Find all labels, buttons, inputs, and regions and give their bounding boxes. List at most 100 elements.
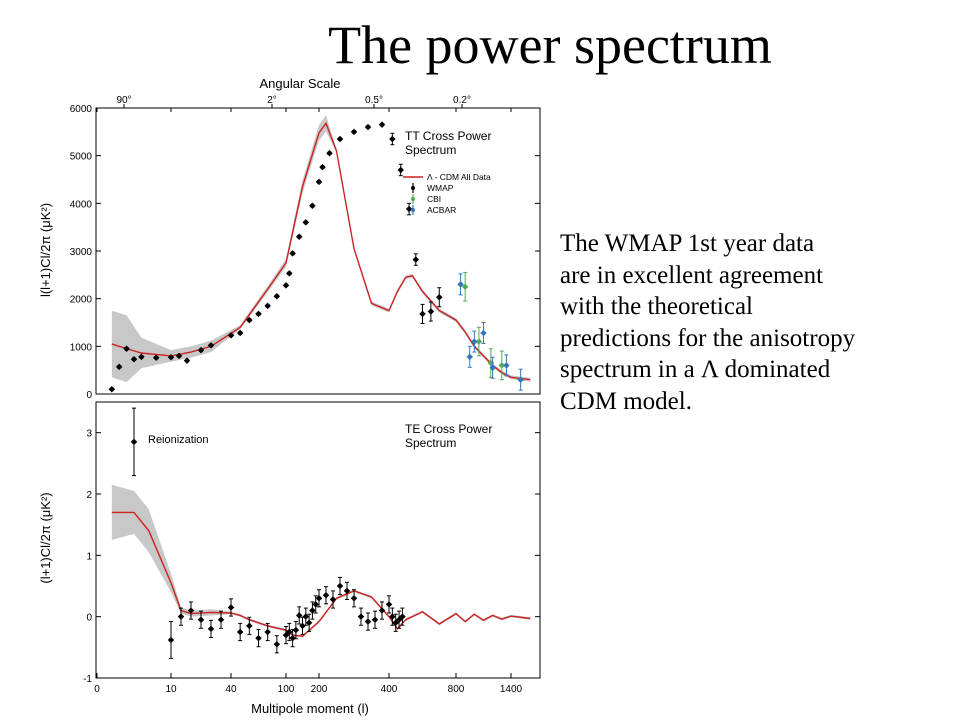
tt-y-axis-label: l(l+1)Cl/2π (μK²) — [38, 203, 53, 297]
x-tick-label: 0 — [94, 684, 100, 695]
top-axis-label: Angular Scale — [260, 76, 341, 91]
wmap-tt-point — [152, 354, 160, 362]
wmap-te-point — [177, 613, 185, 620]
wmap-te-point — [207, 625, 215, 633]
legend-entry-cbi: CBI — [427, 194, 441, 204]
tt-y-tick-label: 6000 — [70, 104, 93, 115]
wmap-tt-point — [326, 150, 333, 157]
tt-y-tick-label: 0 — [86, 390, 92, 401]
wmap-te-point — [236, 628, 244, 636]
wmap-tt-point — [236, 329, 244, 337]
tt-title: TT Cross Power Spectrum — [405, 129, 491, 157]
wmap-tt-point — [289, 250, 296, 257]
slide-title: The power spectrum — [328, 15, 772, 75]
te-model-curve — [111, 511, 531, 638]
wmap-tt-point — [389, 135, 396, 143]
acbar-tt-point — [489, 364, 496, 372]
wmap-te-point — [336, 582, 344, 590]
axes-frames — [95, 107, 541, 679]
wmap-te-point — [292, 626, 300, 634]
te-y-tick-label: 2 — [86, 490, 92, 501]
tt-y-tick-label: 3000 — [70, 247, 93, 258]
tt-legend: Λ - CDM All Data WMAP CBI ACBAR — [403, 172, 491, 215]
wmap-tt-point — [397, 166, 404, 174]
wmap-te-point — [322, 591, 330, 599]
wmap-tt-point — [197, 346, 205, 354]
wmap-te-point — [227, 604, 235, 611]
model-curves — [111, 121, 531, 638]
tt-title-line-1: TT Cross Power — [405, 129, 491, 143]
wmap-te-point — [299, 622, 306, 630]
wmap-te-point — [255, 634, 262, 642]
uncertainty-bands — [111, 115, 531, 638]
top-tick-label: 0.2° — [453, 95, 471, 106]
te-title: TE Cross Power Spectrum — [405, 422, 492, 450]
wmap-te-point — [289, 634, 296, 642]
wmap-te-point — [286, 628, 293, 636]
caption-line-3: with the theoretical — [560, 293, 753, 320]
legend-entry-acbar: ACBAR — [427, 205, 456, 215]
wmap-te-point — [167, 636, 175, 644]
caption-line-2: are in excellent agreement — [560, 261, 824, 289]
te-plot-frame — [95, 401, 541, 679]
wmap-te-point — [350, 595, 358, 602]
wmap-te-point — [378, 607, 386, 614]
x-tick-label: 200 — [311, 684, 328, 695]
tt-y-tick-label: 1000 — [70, 342, 93, 353]
wmap-tt-point — [378, 121, 386, 128]
wmap-tt-point — [302, 219, 310, 226]
wmap-tt-point — [336, 135, 344, 143]
wmap-tt-point — [273, 293, 281, 300]
acbar-tt-point — [471, 338, 478, 345]
wmap-tt-point — [427, 308, 435, 315]
te-cosmic-variance-band — [111, 484, 531, 638]
wmap-te-point — [364, 618, 372, 625]
wmap-tt-point — [138, 353, 145, 361]
wmap-tt-point — [350, 128, 358, 136]
wmap-te-point — [312, 601, 319, 608]
wmap-te-point — [343, 587, 351, 595]
x-tick-label: 100 — [278, 684, 295, 695]
wmap-te-point — [315, 595, 323, 602]
x-axis-label: Multipole moment (l) — [251, 701, 369, 716]
wmap-tt-point — [319, 163, 326, 171]
wmap-tt-point — [405, 205, 413, 213]
tt-y-tick-label: 4000 — [70, 199, 93, 210]
wmap-tt-point — [309, 202, 316, 209]
caption-line-5: spectrum in a Λ dominated — [560, 356, 831, 383]
te-y-tick-label: 3 — [86, 429, 92, 440]
tt-y-tick-label: 2000 — [70, 295, 93, 306]
te-title-line-1: TE Cross Power — [405, 422, 492, 436]
wmap-tt-point — [412, 256, 420, 263]
wmap-tt-point — [364, 123, 372, 131]
wmap-te-point — [197, 616, 205, 623]
wmap-te-point — [273, 641, 281, 648]
acbar-tt-point — [503, 362, 510, 369]
wmap-te-point — [246, 622, 253, 630]
wmap-te-point — [309, 607, 316, 614]
te-y-tick-label: -1 — [83, 674, 92, 685]
top-tick-label: 0.5° — [365, 95, 383, 106]
data-points — [108, 121, 524, 659]
wmap-te-point — [264, 628, 271, 636]
caption-line-1: The WMAP 1st year data — [560, 230, 815, 257]
caption-line-6: CDM model. — [560, 387, 692, 415]
wmap-tt-point — [167, 354, 175, 361]
wmap-te-point — [329, 596, 337, 603]
legend-entry-model: Λ - CDM All Data — [427, 172, 491, 182]
cbi-tt-point — [498, 362, 506, 369]
acbar-tt-point — [457, 281, 464, 288]
wmap-tt-point — [255, 310, 262, 318]
cbi-tt-point — [461, 283, 469, 291]
legend-entry-wmap: WMAP — [427, 183, 454, 193]
wmap-tt-point — [183, 357, 191, 364]
wmap-tt-point — [315, 178, 323, 186]
wmap-tt-point — [419, 310, 426, 318]
reionization-annotation: Reionization — [148, 434, 209, 446]
axis-ticks — [96, 104, 540, 679]
x-tick-label: 1400 — [500, 684, 523, 695]
wmap-tt-point — [207, 342, 215, 349]
acbar-tt-point — [466, 353, 474, 361]
acbar-tt-point — [480, 329, 487, 337]
